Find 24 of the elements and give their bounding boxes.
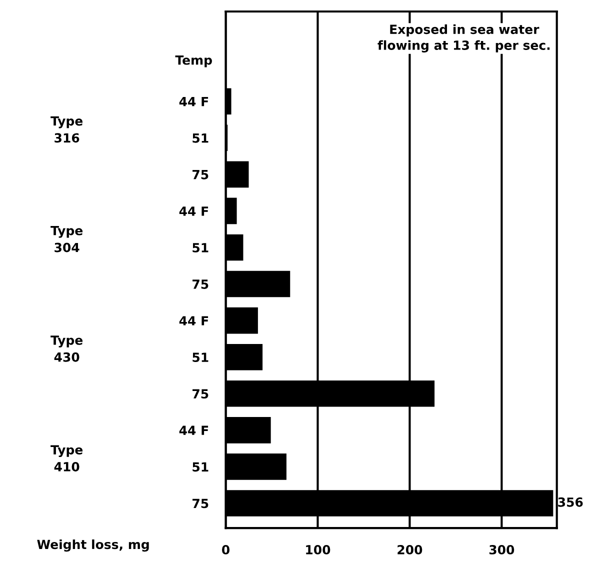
text: Temp <box>175 56 212 68</box>
text: Type 316 <box>50 116 83 143</box>
text: Type 304 <box>50 226 83 252</box>
y-tick-label: 75 <box>192 170 208 180</box>
y-tick-label: 44 F <box>179 316 208 326</box>
y-tick-label: 51 <box>192 243 208 252</box>
x-axis-title: Weight loss, mg <box>37 539 149 552</box>
y-tick-label: 51 <box>192 462 208 472</box>
x-tick-label: 300 <box>489 544 514 554</box>
data-label: 356 <box>558 497 583 507</box>
text: Exposed in sea water flowing at 13 ft. per sec. <box>378 24 550 52</box>
y-tick-label: 51 <box>192 134 208 143</box>
text: Type 410 <box>50 445 83 472</box>
y-tick-label: 44 F <box>179 426 208 435</box>
text: Type 430 <box>50 336 83 362</box>
x-tick-label: 200 <box>398 544 422 554</box>
x-tick-label: 100 <box>306 544 330 554</box>
x-tick-label: 0 <box>222 544 230 554</box>
y-tick-label: 51 <box>192 352 208 362</box>
y-tick-label: 75 <box>192 280 208 289</box>
y-tick-label: 44 F <box>179 206 208 216</box>
y-tick-label: 75 <box>192 498 208 508</box>
y-tick-label: 44 F <box>179 96 208 106</box>
y-tick-label: 75 <box>192 389 208 399</box>
